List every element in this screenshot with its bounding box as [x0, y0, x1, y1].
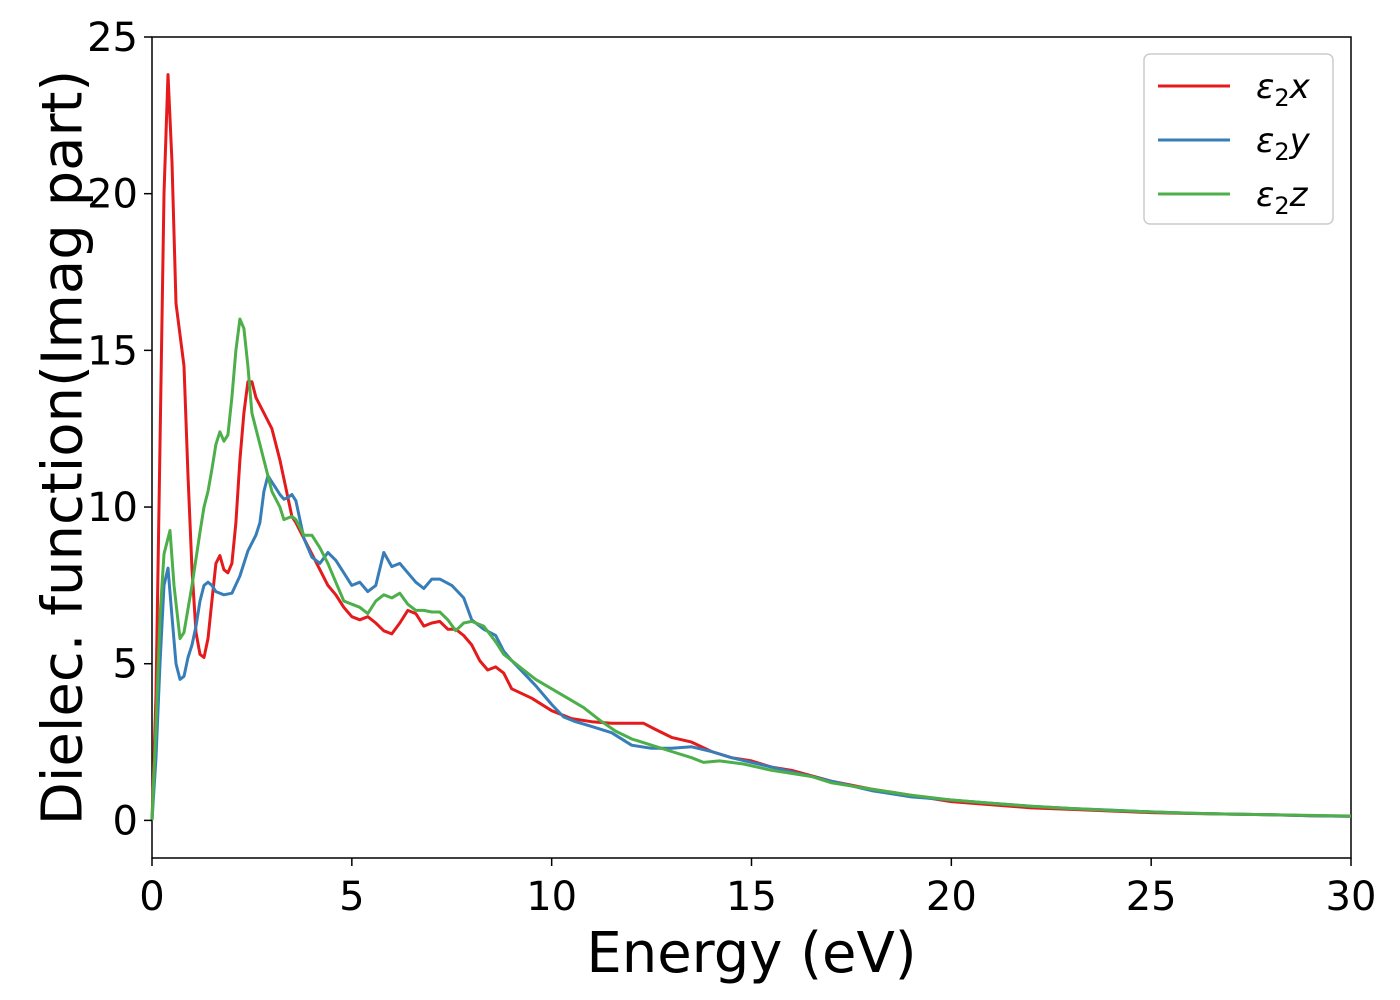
x-tick-label: 5 — [339, 874, 364, 920]
y-tick-label: 0 — [113, 798, 138, 844]
y-axis: 0 5 10 15 20 25 — [87, 15, 152, 844]
legend-label-3: ε2z — [1256, 175, 1309, 220]
x-tick-label: 20 — [926, 874, 977, 920]
x-tick-label: 25 — [1126, 874, 1177, 920]
x-axis: 0 5 10 15 20 25 30 — [139, 858, 1376, 920]
y-tick-label: 15 — [87, 328, 138, 374]
y-tick-label: 20 — [87, 172, 138, 218]
legend: ε2x ε2y ε2z — [1143, 53, 1334, 225]
series-line-2 — [150, 474, 1352, 821]
y-axis-label: Dielec. function(Imag part) — [31, 70, 96, 826]
x-tick-label: 15 — [726, 874, 777, 920]
y-tick-label: 10 — [87, 485, 138, 531]
x-tick-label: 30 — [1326, 874, 1377, 920]
legend-label-2: ε2y — [1256, 121, 1311, 166]
x-tick-label: 0 — [139, 874, 164, 920]
x-tick-label: 10 — [526, 874, 577, 920]
y-tick-label: 25 — [87, 15, 138, 61]
series-line-3 — [150, 317, 1352, 821]
legend-box — [1143, 53, 1334, 225]
x-axis-label: Energy (eV) — [586, 921, 916, 986]
series-layer — [150, 73, 1352, 821]
legend-label-1: ε2x — [1256, 67, 1311, 112]
y-tick-label: 5 — [113, 642, 138, 688]
